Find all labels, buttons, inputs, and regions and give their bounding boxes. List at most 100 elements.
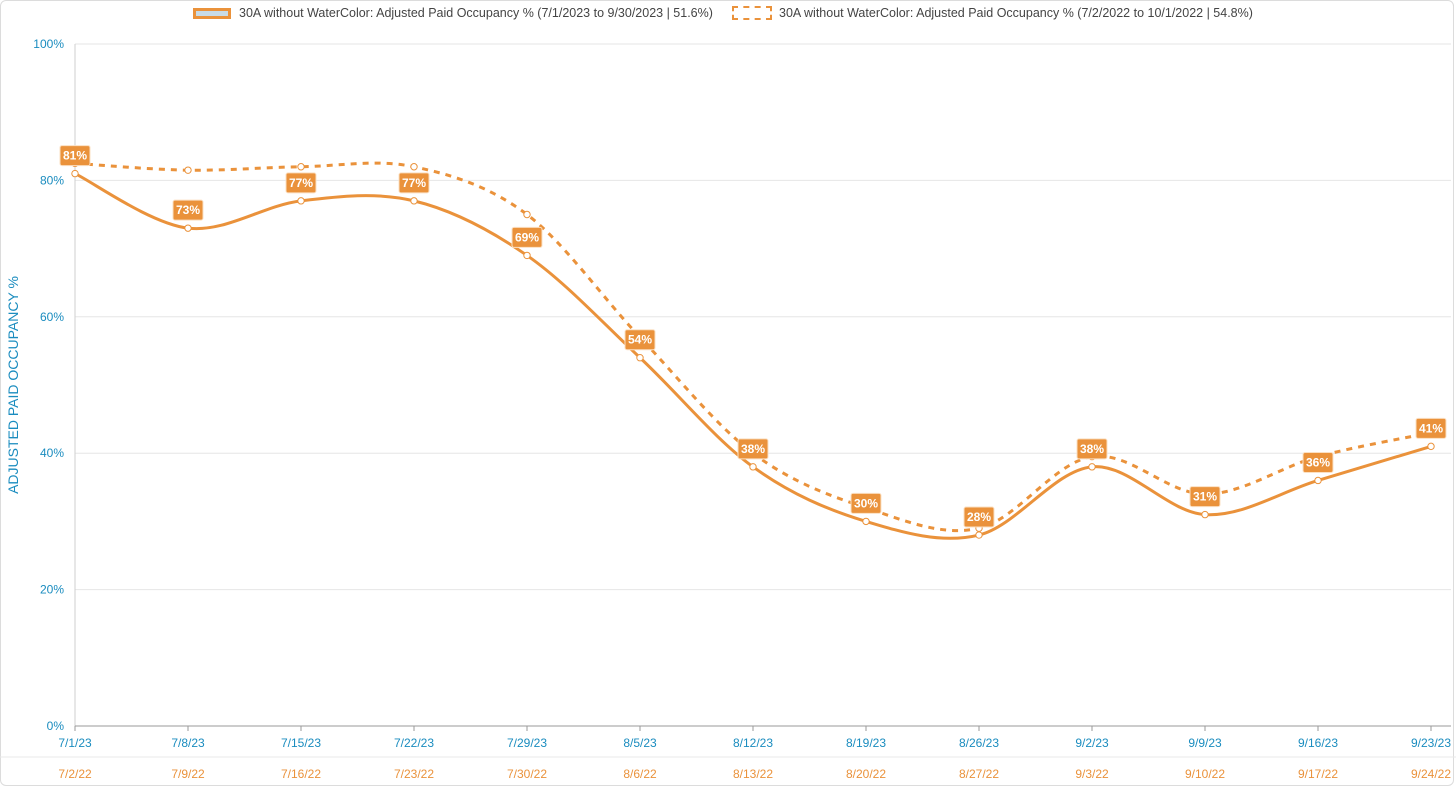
x-tick-label-2023: 8/19/23: [846, 736, 886, 750]
y-tick-label: 60%: [40, 310, 64, 324]
data-label: 77%: [285, 172, 317, 194]
point-2023: [749, 463, 757, 471]
legend-item-2022[interactable]: 30A without WaterColor: Adjusted Paid Oc…: [732, 4, 1253, 22]
data-label-text: 28%: [967, 510, 991, 524]
data-label-text: 81%: [63, 149, 87, 163]
axes: [0, 44, 1456, 758]
data-label: 36%: [1302, 451, 1334, 473]
point-2023: [71, 169, 79, 178]
x-tick-label-2022: 9/24/22: [1411, 767, 1451, 781]
data-label: 73%: [172, 199, 204, 221]
data-label-text: 41%: [1419, 421, 1443, 435]
data-label-text: 77%: [402, 176, 426, 190]
data-label: 77%: [398, 172, 430, 194]
data-label-text: 38%: [741, 442, 765, 456]
legend-item-2023[interactable]: 30A without WaterColor: Adjusted Paid Oc…: [193, 4, 713, 22]
x-tick-label-2023: 9/16/23: [1298, 736, 1338, 750]
y-tick-label: 80%: [40, 173, 64, 187]
point-2023: [410, 197, 418, 205]
data-label-box: [963, 506, 995, 528]
y-tick-label: 20%: [40, 583, 64, 597]
x-tick-label-2022: 8/13/22: [733, 767, 773, 781]
x-tick-label-2022: 7/2/22: [58, 767, 92, 781]
series-line-2022: [74, 161, 1432, 533]
legend: 30A without WaterColor: Adjusted Paid Oc…: [0, 4, 1456, 22]
y-tick-label: 0%: [47, 719, 65, 733]
point-2023: [184, 224, 192, 232]
point-2023: [297, 197, 305, 205]
legend-swatch-solid: [193, 7, 231, 19]
data-label: 30%: [850, 492, 882, 514]
y-axis-label: ADJUSTED PAID OCCUPANCY %: [5, 276, 21, 494]
x-tick-label-2022: 8/6/22: [623, 767, 657, 781]
y-tick-label: 40%: [40, 446, 64, 460]
point-2023: [636, 354, 644, 362]
point-2023: [1427, 442, 1435, 451]
data-label: 54%: [624, 329, 656, 351]
data-label-text: 36%: [1306, 455, 1330, 469]
x-tick-label-2022: 8/27/22: [959, 767, 999, 781]
point-2023: [1201, 510, 1209, 519]
data-label-box: [1189, 486, 1221, 508]
data-label-text: 31%: [1193, 490, 1217, 504]
y-axis-ticks: 0% 20% 40% 60% 80% 100%: [33, 37, 64, 733]
x-tick-label-2022: 8/20/22: [846, 767, 886, 781]
x-tick-label-2023: 7/1/23: [58, 736, 92, 750]
y-tick-label: 100%: [33, 37, 64, 51]
data-label: 28%: [963, 506, 995, 528]
data-label-box: [59, 145, 91, 167]
x-tick-label-2023: 9/23/23: [1411, 736, 1451, 750]
data-label-text: 77%: [289, 176, 313, 190]
x-tick-label-2022: 7/16/22: [281, 767, 321, 781]
data-label-text: 69%: [515, 230, 539, 244]
x-tick-label-2022: 9/3/22: [1075, 767, 1109, 781]
x-tick-label-2023: 8/26/23: [959, 736, 999, 750]
x-tick-label-2022: 7/23/22: [394, 767, 434, 781]
legend-swatch-dashed: [732, 6, 772, 20]
point-2022: [297, 163, 305, 171]
x-tick-label-2023: 7/29/23: [507, 736, 547, 750]
data-label: 69%: [511, 226, 543, 248]
data-label-box: [511, 226, 543, 248]
data-label-text: 73%: [176, 203, 200, 217]
data-label: 81%: [59, 145, 91, 167]
x-tick-label-2023: 8/5/23: [623, 736, 657, 750]
data-label-box: [285, 172, 317, 194]
legend-label-2022: 30A without WaterColor: Adjusted Paid Oc…: [779, 6, 1253, 20]
x-tick-label-2023: 8/12/23: [733, 736, 773, 750]
data-label-box: [172, 199, 204, 221]
data-label: 31%: [1189, 486, 1221, 508]
data-label-box: [1415, 417, 1447, 439]
data-label-box: [1302, 451, 1334, 473]
data-label-box: [624, 329, 656, 351]
series: [71, 159, 1435, 540]
point-2023: [862, 517, 870, 526]
data-label: 38%: [1076, 438, 1108, 460]
point-2022: [410, 163, 418, 171]
data-label-text: 54%: [628, 333, 652, 347]
data-labels: 81% 73% 77% 77% 69% 54% 38% 30% 28% 38% 31% 36% 41%: [59, 145, 1447, 528]
data-label-text: 38%: [1080, 442, 1104, 456]
x-tick-label-2022: 9/17/22: [1298, 767, 1338, 781]
x-tick-label-2022: 9/10/22: [1185, 767, 1225, 781]
x-tick-label-2023: 7/8/23: [171, 736, 205, 750]
legend-label-2023: 30A without WaterColor: Adjusted Paid Oc…: [239, 6, 713, 20]
x-tick-label-2022: 7/9/22: [171, 767, 205, 781]
data-label: 41%: [1415, 417, 1447, 439]
data-label-box: [1076, 438, 1108, 460]
x-axis-ticks: 7/1/23 7/2/22 7/8/23 7/9/22 7/15/23 7/16/22 7/…: [58, 726, 1451, 781]
point-2023: [1314, 476, 1322, 485]
x-tick-label-2023: 9/9/23: [1188, 736, 1222, 750]
point-2023: [523, 251, 531, 260]
x-tick-label-2022: 7/30/22: [507, 767, 547, 781]
x-tick-label-2023: 9/2/23: [1075, 736, 1109, 750]
data-label-box: [398, 172, 430, 194]
point-2022: [184, 166, 192, 174]
x-tick-label-2023: 7/22/23: [394, 736, 434, 750]
data-label: 38%: [737, 438, 769, 460]
point-2023: [1088, 463, 1096, 471]
series-line-2023: [73, 172, 1433, 540]
data-label-text: 30%: [854, 496, 878, 510]
point-2022: [523, 210, 531, 219]
